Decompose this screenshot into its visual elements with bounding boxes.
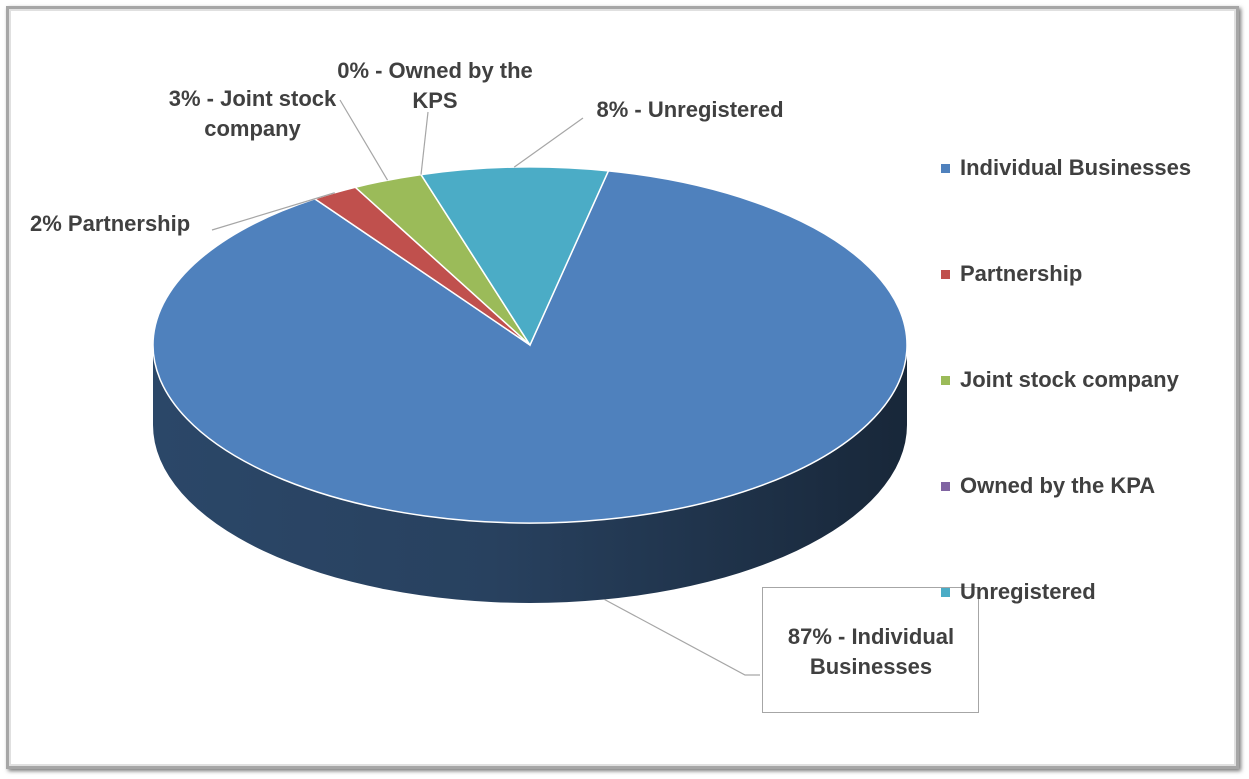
data-label: 0% - Owned by the KPS xyxy=(337,58,533,113)
slice xyxy=(152,170,908,524)
legend-label: Partnership xyxy=(960,261,1083,286)
legend-label: Individual Businesses xyxy=(960,155,1192,180)
leader-line xyxy=(211,192,335,231)
legend-swatch xyxy=(941,270,950,279)
legend-label: Owned by the KPA xyxy=(960,473,1156,498)
data-label: 8% - Unregistered xyxy=(596,97,784,122)
leader-line xyxy=(339,99,389,181)
data-label: 87% - Individual Businesses xyxy=(787,624,955,679)
legend-label: Unregistered xyxy=(960,579,1096,604)
leader-line xyxy=(420,111,429,175)
legend-swatch xyxy=(941,376,950,385)
leader-line xyxy=(513,117,584,168)
legend-label: Joint stock company xyxy=(960,367,1179,392)
data-label: 2% Partnership xyxy=(30,211,191,236)
label-box xyxy=(762,587,979,713)
legend-swatch xyxy=(941,482,950,491)
data-label: 3% - Joint stock company xyxy=(168,86,337,141)
legend-swatch xyxy=(941,164,950,173)
slice-side xyxy=(153,345,907,603)
legend-swatch xyxy=(941,588,950,597)
leader-line xyxy=(604,598,760,676)
